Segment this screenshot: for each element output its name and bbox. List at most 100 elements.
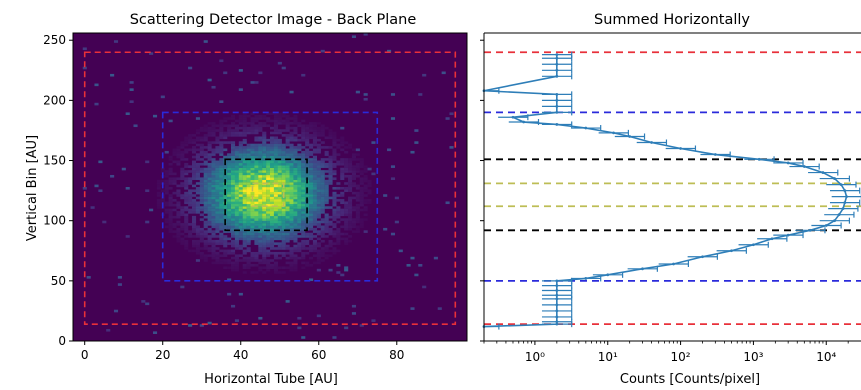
heatmap-cell bbox=[242, 235, 247, 238]
heatmap-cell bbox=[234, 172, 239, 176]
heatmap-cell bbox=[309, 129, 314, 132]
heatmap-cell bbox=[238, 218, 243, 221]
heatmap-cell bbox=[207, 194, 212, 197]
heatmap-cell bbox=[355, 215, 360, 219]
heatmap-cell bbox=[191, 211, 197, 214]
y-tick-label: 50 bbox=[51, 274, 66, 288]
heatmap-cell bbox=[238, 237, 243, 241]
heatmap-cell bbox=[449, 112, 454, 116]
heatmap-cell bbox=[289, 227, 294, 231]
heatmap-cell bbox=[172, 215, 177, 219]
heatmap-cell bbox=[270, 211, 275, 214]
heatmap-cell bbox=[211, 167, 216, 171]
heatmap-cell bbox=[309, 136, 314, 140]
heatmap-cell bbox=[234, 256, 239, 260]
heatmap-cell bbox=[266, 117, 271, 120]
heatmap-cell bbox=[324, 206, 329, 209]
heatmap-cell bbox=[312, 199, 318, 202]
heatmap-cell bbox=[223, 124, 228, 128]
heatmap-cell bbox=[195, 201, 200, 205]
heatmap-cell bbox=[355, 153, 360, 156]
heatmap-cell bbox=[254, 271, 259, 274]
heatmap-cell bbox=[203, 138, 208, 142]
heatmap-cell bbox=[277, 242, 282, 245]
heatmap-cell bbox=[242, 196, 247, 200]
heatmap-cell bbox=[199, 239, 204, 243]
heatmap-cell bbox=[320, 208, 325, 212]
heatmap-cell bbox=[273, 196, 278, 200]
heatmap-cell bbox=[355, 187, 360, 190]
heatmap-cell bbox=[281, 211, 286, 214]
heatmap-cell bbox=[184, 227, 189, 231]
heatmap-cell bbox=[324, 194, 329, 197]
heatmap-cell bbox=[219, 177, 224, 180]
heatmap-cell bbox=[172, 235, 177, 238]
heatmap-cell bbox=[168, 187, 173, 190]
heatmap-cell bbox=[199, 136, 204, 140]
heatmap-cell bbox=[199, 218, 204, 221]
heatmap-cell bbox=[324, 220, 329, 224]
heatmap-cell bbox=[191, 206, 197, 209]
heatmap-cell bbox=[199, 194, 204, 197]
heatmap-cell bbox=[230, 184, 236, 188]
heatmap-cell bbox=[188, 230, 193, 233]
heatmap-cell bbox=[203, 223, 208, 226]
heatmap-cell bbox=[293, 131, 298, 135]
heatmap-cell bbox=[262, 134, 267, 137]
heatmap-cell bbox=[227, 215, 232, 219]
heatmap-cell bbox=[180, 146, 185, 149]
heatmap-cell bbox=[195, 172, 200, 176]
heatmap-cell bbox=[344, 218, 349, 221]
heatmap-cell bbox=[301, 223, 306, 226]
heatmap-cell bbox=[211, 85, 216, 89]
heatmap-cell bbox=[293, 117, 298, 120]
heatmap-cell bbox=[203, 182, 208, 185]
heatmap-cell bbox=[289, 189, 294, 193]
heatmap-cell bbox=[297, 249, 302, 253]
heatmap-cell bbox=[188, 196, 193, 200]
heatmap-cell bbox=[273, 251, 278, 255]
heatmap-cell bbox=[270, 259, 275, 262]
heatmap-cell bbox=[332, 191, 337, 195]
heatmap-cell bbox=[168, 227, 173, 231]
heatmap-cell bbox=[355, 165, 360, 168]
heatmap-cell bbox=[176, 177, 181, 180]
heatmap-cell bbox=[238, 223, 243, 226]
heatmap-cell bbox=[270, 242, 275, 245]
heatmap-cell bbox=[242, 264, 247, 267]
heatmap-cell bbox=[199, 201, 204, 205]
heatmap-cell bbox=[344, 225, 349, 229]
heatmap-cell bbox=[230, 170, 236, 173]
heatmap-cell bbox=[277, 191, 282, 195]
heatmap-cell bbox=[234, 203, 239, 207]
heatmap-cell bbox=[285, 177, 290, 180]
heatmap-cell bbox=[309, 223, 314, 226]
heatmap-cell bbox=[258, 165, 263, 168]
heatmap-cell bbox=[344, 141, 349, 144]
heatmap-cell bbox=[301, 170, 306, 173]
heatmap-cell bbox=[125, 235, 130, 238]
heatmap-cell bbox=[211, 194, 216, 197]
heatmap-cell bbox=[273, 208, 278, 212]
heatmap-cell bbox=[277, 131, 282, 135]
heatmap-cell bbox=[230, 134, 236, 137]
heatmap-cell bbox=[340, 158, 345, 161]
heatmap-cell bbox=[246, 235, 251, 238]
heatmap-cell bbox=[188, 138, 193, 142]
heatmap-cell bbox=[285, 218, 290, 221]
heatmap-cell bbox=[168, 196, 173, 200]
heatmap-cell bbox=[328, 220, 333, 224]
heatmap-cell bbox=[289, 136, 294, 140]
heatmap-cell bbox=[160, 170, 165, 173]
heatmap-cell bbox=[367, 179, 372, 183]
heatmap-cell bbox=[250, 162, 255, 166]
heatmap-cell bbox=[246, 170, 251, 173]
heatmap-cell bbox=[199, 208, 204, 212]
heatmap-cell bbox=[180, 150, 185, 154]
heatmap-cell bbox=[270, 158, 275, 161]
heatmap-cell bbox=[121, 167, 126, 171]
heatmap-cell bbox=[246, 225, 251, 229]
heatmap-cell bbox=[199, 191, 204, 195]
heatmap-cell bbox=[254, 143, 259, 147]
heatmap-cell bbox=[348, 189, 353, 193]
